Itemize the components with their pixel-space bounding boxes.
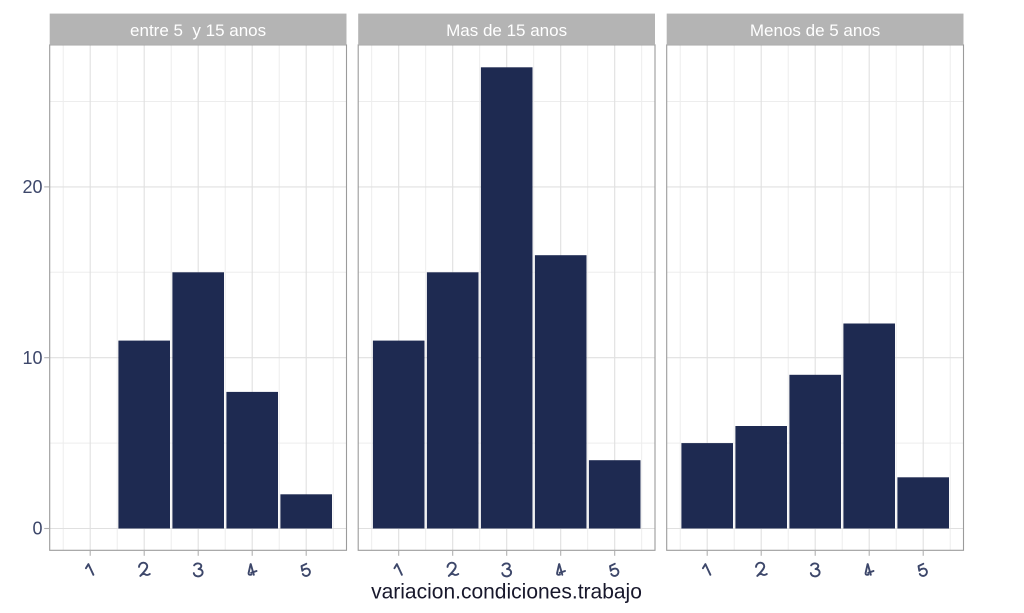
svg-text:Menos de 5 anos: Menos de 5 anos bbox=[750, 21, 880, 40]
svg-text:0: 0 bbox=[32, 519, 42, 539]
svg-text:Mas de 15 anos: Mas de 15 anos bbox=[446, 21, 567, 40]
svg-text:20: 20 bbox=[22, 177, 42, 197]
svg-text:entre 5 y 15 anos: entre 5 y 15 anos bbox=[130, 21, 266, 40]
svg-text:10: 10 bbox=[22, 348, 42, 368]
svg-text:variacion.condiciones.trabajo: variacion.condiciones.trabajo bbox=[371, 581, 642, 604]
